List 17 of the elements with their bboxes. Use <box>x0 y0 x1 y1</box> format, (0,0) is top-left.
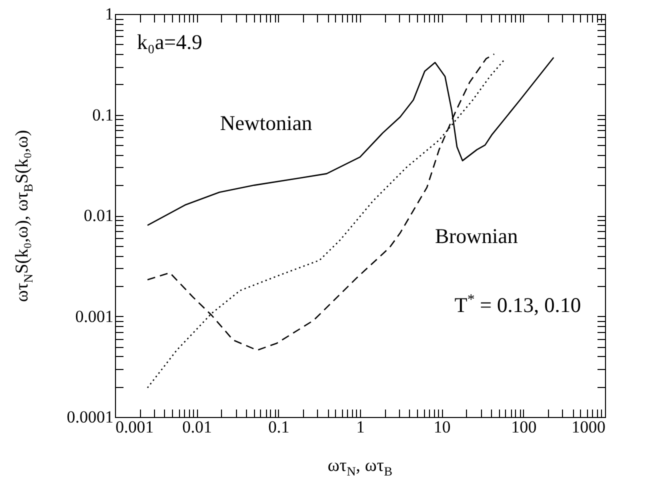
x-tick-label: 100 <box>511 418 537 436</box>
x-tick-label: 10 <box>434 418 451 436</box>
y-tick-label: 0.1 <box>92 105 114 124</box>
y-tick-label: 1 <box>105 4 114 24</box>
annotation: Brownian <box>435 224 518 249</box>
annotation: Newtonian <box>220 111 312 136</box>
annotation: T$^{*}$ = 0.13, 0.10 <box>454 292 581 318</box>
annotation: k₀a=4.9 <box>137 30 202 55</box>
x-axis-title: ωτ$_{N}$, ωτ$_{B}$ <box>328 455 392 480</box>
y-tick-label: 0.01 <box>84 206 114 225</box>
x-tick-label: 1 <box>356 418 365 436</box>
x-tick-label: 0.1 <box>268 418 290 436</box>
x-tick-label: 1000 <box>572 418 606 436</box>
x-tick-label: 0.01 <box>182 418 212 436</box>
y-tick-label: 0.001 <box>75 306 114 326</box>
x-tick-label: 0.001 <box>116 418 154 436</box>
y-tick-label: 0.0001 <box>66 408 114 426</box>
